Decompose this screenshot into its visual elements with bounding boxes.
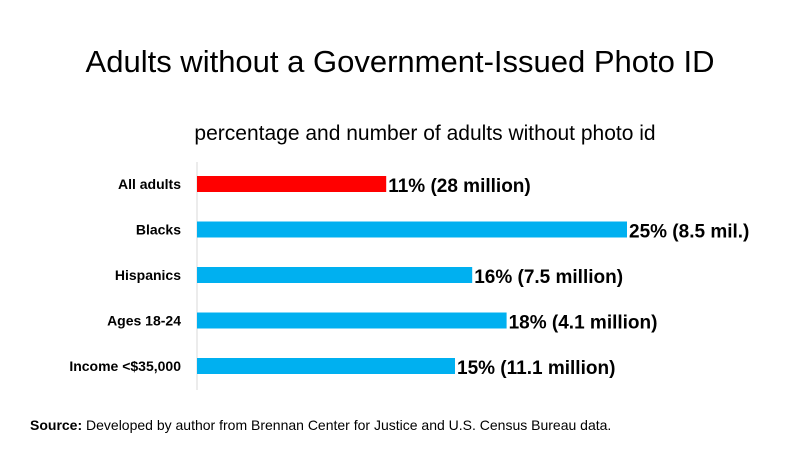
bar bbox=[197, 221, 627, 238]
bar bbox=[197, 176, 387, 192]
category-label: Income <$35,000 bbox=[69, 358, 181, 374]
source-text: Developed by author from Brennan Center … bbox=[86, 417, 612, 433]
data-label: 25% (8.5 mil.) bbox=[629, 222, 749, 243]
data-label: 15% (11.1 million) bbox=[457, 358, 615, 379]
category-label: Ages 18-24 bbox=[107, 313, 181, 329]
category-label: Hispanics bbox=[115, 267, 181, 283]
source-label: Source: bbox=[30, 417, 83, 433]
bar bbox=[197, 312, 507, 329]
chart-title: Adults without a Government-Issued Photo… bbox=[85, 44, 715, 79]
category-label: Blacks bbox=[136, 222, 181, 238]
data-label: 18% (4.1 million) bbox=[509, 313, 658, 334]
bar bbox=[197, 267, 473, 283]
data-label: 11% (28 million) bbox=[388, 176, 531, 197]
data-label: 16% (7.5 million) bbox=[474, 267, 623, 288]
bar bbox=[197, 358, 455, 374]
category-label: All adults bbox=[118, 176, 181, 192]
chart-subtitle: percentage and number of adults without … bbox=[194, 122, 656, 145]
source-note: Source: Developed by author from Brennan… bbox=[30, 417, 611, 433]
